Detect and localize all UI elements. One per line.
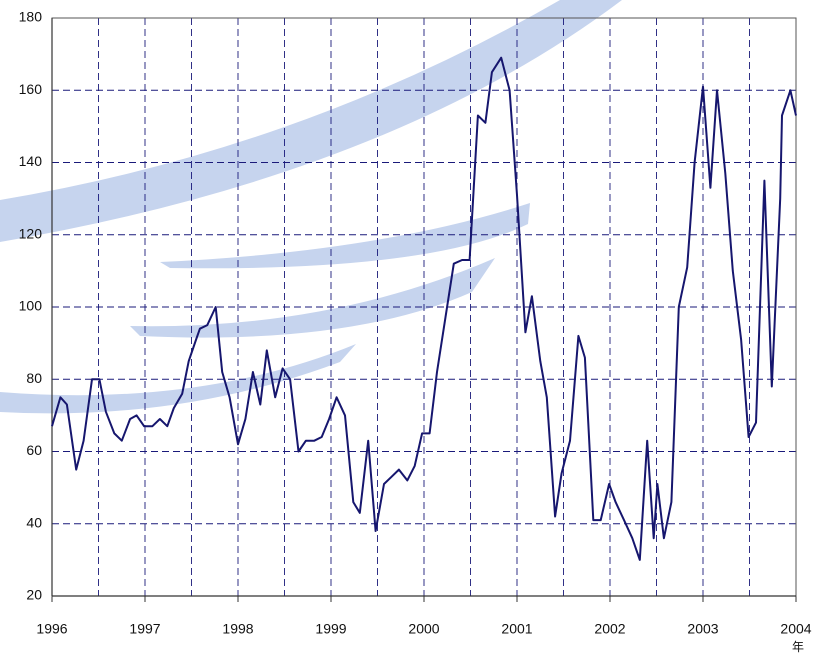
y-tick-label: 20 (26, 587, 42, 603)
x-tick-label: 1997 (129, 621, 160, 637)
x-tick-label: 1998 (222, 621, 253, 637)
watermark (0, 0, 622, 414)
x-tick-label: 2000 (408, 621, 439, 637)
x-tick-label: 2004 (780, 621, 811, 637)
y-tick-label: 40 (26, 514, 42, 530)
x-tick-label: 2001 (501, 621, 532, 637)
x-tick-label: 1996 (36, 621, 67, 637)
y-tick-label: 120 (19, 225, 43, 241)
y-tick-label: 180 (19, 9, 43, 25)
x-tick-label: 2002 (594, 621, 625, 637)
y-tick-label: 100 (19, 298, 43, 314)
y-tick-label: 140 (19, 153, 43, 169)
y-tick-label: 160 (19, 81, 43, 97)
data-line (51, 56, 797, 561)
x-tick-label: 1999 (315, 621, 346, 637)
x-unit-label: 年 (792, 640, 804, 654)
x-tick-label: 2003 (687, 621, 718, 637)
y-tick-label: 60 (26, 442, 42, 458)
y-tick-label: 80 (26, 370, 42, 386)
